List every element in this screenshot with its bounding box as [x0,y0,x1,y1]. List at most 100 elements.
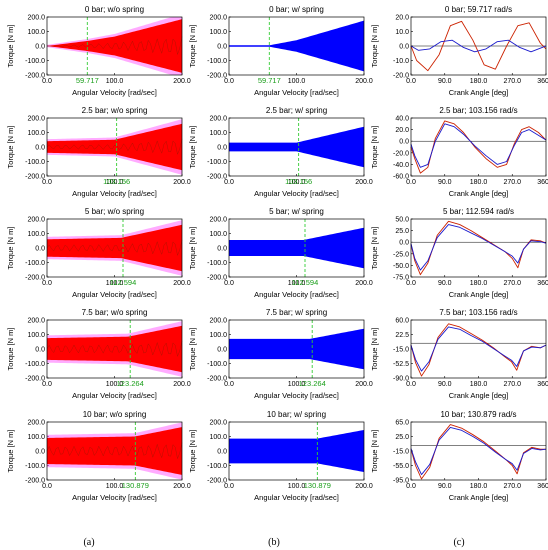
y-axis-label: Torque [N m] [370,227,379,270]
torque-envelope [47,123,182,171]
torque-envelope [229,227,364,269]
x-tick-label: 0.0 [406,78,416,85]
torque-envelope [229,20,364,72]
speed-marker-label: 123.264 [299,379,326,388]
x-tick-label: 0.0 [406,381,416,388]
torque-envelope [229,126,364,168]
y-tick-label: 0.0 [217,246,227,253]
x-axis-label: Crank Angle [deg] [449,493,509,502]
y-tick-label: -20.0 [393,150,409,157]
x-tick-label: 0.0 [224,483,234,490]
speed-marker-label: 103.156 [103,177,130,186]
y-tick-label: -52.5 [393,361,409,368]
x-tick-label: 180.0 [470,381,488,388]
x-tick-label: 100.0 [288,483,306,490]
torque-envelope [47,325,182,373]
y-axis-label: Torque [N m] [6,126,15,169]
y-tick-label: -25.0 [393,251,409,258]
x-tick-label: 270.0 [503,483,521,490]
x-tick-label: 90.0 [438,179,452,186]
y-tick-label: -200.0 [207,73,227,80]
x-tick-label: 180.0 [470,179,488,186]
chart-title: 7.5 bar; 103.156 rad/s [439,308,517,317]
x-tick-label: 0.0 [42,483,52,490]
y-tick-label: -40.0 [393,162,409,169]
y-tick-label: -100.0 [207,260,227,267]
y-axis-label: Torque [N m] [370,25,379,68]
panels-layer: 0 bar; w/o spring 200.0 100.0 0.0 -100.0 -200… [6,5,548,502]
x-axis-label: Angular Velocity [rad/sec] [72,391,157,400]
column-label-b: (b) [268,537,280,548]
x-tick-label: 200.0 [355,78,373,85]
x-tick-label: 100.0 [106,179,124,186]
chart-panel-7: 5 bar; w/ spring 200.0 100.0 0.0 -100.0 -200.… [188,207,373,299]
y-tick-label: 22.5 [395,332,409,339]
y-tick-label: 0.0 [217,347,227,354]
y-tick-label: -20.0 [393,73,409,80]
y-tick-label: 0.0 [399,240,409,247]
plot-frame [46,319,183,379]
envelope-core [46,340,183,358]
chart-title: 7.5 bar; w/o spring [82,308,148,317]
x-tick-label: 100.0 [288,78,306,85]
series-line-without-spring [410,424,546,480]
chart-title: 0 bar; w/o spring [85,5,144,14]
speed-marker-label: 59.717 [258,76,281,85]
chart-panel-10: 7.5 bar; w/ spring 200.0 100.0 0.0 -100.0 -20… [188,308,373,400]
x-tick-label: 200.0 [173,381,191,388]
chart-title: 2.5 bar; w/o spring [82,106,148,115]
chart-title: 2.5 bar; 103.156 rad/s [439,106,517,115]
y-tick-label: 200.0 [27,217,45,224]
x-tick-label: 0.0 [406,483,416,490]
y-tick-label: 0.0 [35,347,45,354]
chart-panel-12: 10 bar; w/o spring 200.0 100.0 0.0 -100.0 -20… [6,410,191,502]
x-axis-label: Crank Angle [deg] [449,189,509,198]
y-tick-label: 200.0 [209,116,227,123]
x-tick-label: 200.0 [173,78,191,85]
y-axis-label: Torque [N m] [188,430,197,473]
chart-panel-2: 0 bar; 59.717 rad/s 20.0 10.0 0.0 -10.0 -20.0… [370,5,548,97]
speed-marker-label: 112.594 [110,278,137,287]
y-tick-label: -100.0 [25,159,45,166]
y-tick-label: -100.0 [25,260,45,267]
x-tick-label: 200.0 [173,179,191,186]
x-tick-label: 200.0 [173,280,191,287]
x-axis-label: Crank Angle [deg] [449,290,509,299]
x-tick-label: 90.0 [438,381,452,388]
y-axis-label: Torque [N m] [6,328,15,371]
x-tick-label: 360.0 [537,280,548,287]
y-tick-label: 0.0 [399,44,409,51]
chart-title: 5 bar; w/ spring [269,207,324,216]
y-tick-label: 100.0 [27,29,45,36]
y-tick-label: 0.0 [217,145,227,152]
x-axis-label: Crank Angle [deg] [449,391,509,400]
x-tick-label: 180.0 [470,280,488,287]
x-tick-label: 100.0 [288,280,306,287]
torque-envelope [229,328,364,370]
speed-marker-label: 103.156 [285,177,312,186]
plot-frame [228,218,365,278]
y-tick-label: 100.0 [27,434,45,441]
x-tick-label: 90.0 [438,280,452,287]
y-tick-label: 0.0 [217,449,227,456]
chart-panel-1: 0 bar; w/ spring 200.0 100.0 0.0 -100.0 -200.… [188,5,373,97]
y-tick-label: 200.0 [27,15,45,22]
plot-frame [410,218,547,278]
x-tick-label: 270.0 [503,280,521,287]
x-tick-label: 200.0 [173,483,191,490]
x-axis-label: Angular Velocity [rad/sec] [254,88,339,97]
y-tick-label: 200.0 [209,318,227,325]
plot-frame [228,319,365,379]
chart-title: 7.5 bar; w/ spring [266,308,327,317]
x-tick-label: 0.0 [42,381,52,388]
x-tick-label: 0.0 [42,280,52,287]
y-tick-label: -100.0 [25,361,45,368]
torque-envelope [229,429,364,473]
series-line-with-spring [410,39,547,53]
y-tick-label: -100.0 [25,58,45,65]
torque-envelope [47,224,182,272]
plot-frame [410,117,547,177]
y-tick-label: 100.0 [27,130,45,137]
series-line-with-spring [410,326,547,372]
column-label-c: (c) [453,537,464,548]
